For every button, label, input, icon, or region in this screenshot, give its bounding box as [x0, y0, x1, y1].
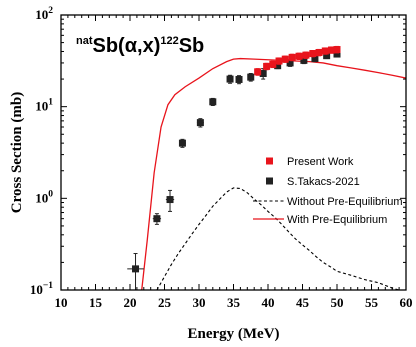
square-marker [153, 215, 161, 223]
data-point-present-work [254, 68, 262, 76]
data-point-takacs-2021 [226, 74, 234, 84]
square-marker [254, 68, 262, 76]
y-tick-label: 10−1 [30, 281, 53, 297]
x-tick-label: 40 [262, 295, 275, 310]
square-marker [226, 75, 234, 83]
square-marker [286, 59, 294, 67]
data-point-takacs-2021 [209, 97, 217, 106]
data-point-present-work [315, 48, 323, 57]
square-marker [315, 48, 323, 56]
square-marker [263, 62, 271, 70]
square-marker [235, 75, 243, 83]
legend-label: S.Takacs-2021 [287, 176, 360, 188]
square-marker [323, 52, 331, 60]
square-marker [178, 139, 186, 147]
legend-item: With Pre-Equilibrium [253, 214, 387, 226]
square-marker [281, 55, 289, 63]
legend-label: Without Pre-Equilibrium [287, 196, 403, 208]
legend-item: Present Work [266, 156, 354, 168]
square-marker [247, 73, 255, 81]
x-tick-label: 35 [227, 295, 241, 310]
axes-layer [60, 14, 407, 291]
square-marker [295, 52, 303, 60]
square-marker [132, 265, 140, 273]
data-point-takacs-2021 [247, 73, 255, 82]
square-marker [209, 98, 217, 106]
legend-marker [266, 157, 273, 165]
legend: Present Work S.Takacs-2021 Without Pre-Equ… [253, 156, 403, 226]
y-tick-label: 100 [35, 189, 53, 205]
x-tick-label: 45 [296, 295, 310, 310]
x-tick-label: 10 [55, 295, 68, 310]
y-tick-label: 102 [35, 6, 53, 22]
square-marker [274, 62, 282, 70]
data-point-takacs-2021 [178, 138, 186, 148]
data-point-takacs-2021 [152, 213, 162, 225]
x-axis-title: Energy (MeV) [187, 326, 279, 342]
reaction-title: natSb(α,x)122Sb [76, 35, 204, 57]
data-point-present-work [263, 62, 271, 71]
legend-label: Present Work [287, 156, 354, 168]
x-tick-label: 55 [365, 295, 379, 310]
data-point-takacs-2021 [165, 189, 175, 212]
square-marker [288, 53, 296, 61]
legend-label: With Pre-Equilibrium [287, 214, 387, 226]
data-point-present-work [327, 46, 335, 54]
square-marker [269, 60, 277, 68]
x-tick-label: 25 [158, 295, 172, 310]
x-tick-label: 60 [400, 295, 413, 310]
x-tick-label: 15 [89, 295, 103, 310]
square-marker [259, 70, 267, 78]
model-curves-layer [141, 57, 406, 290]
data-point-present-work [295, 52, 303, 60]
square-marker [309, 50, 317, 58]
square-marker [333, 50, 341, 58]
data-points-layer [127, 45, 341, 290]
data-point-present-work [288, 53, 296, 62]
square-marker [166, 196, 174, 204]
y-axis-title: Cross Section (mb) [9, 92, 25, 213]
data-point-present-work [302, 51, 310, 59]
square-marker [302, 51, 310, 59]
square-marker [300, 56, 308, 64]
labels-layer: 10 15 20 25 30 35 40 45 50 55 60 102 101 100 10−1 Energ… [9, 6, 413, 342]
x-tick-label: 20 [124, 295, 137, 310]
data-point-present-work [275, 57, 283, 65]
x-tick-label: 30 [193, 295, 206, 310]
x-tick-label: 50 [331, 295, 344, 310]
data-point-present-work [269, 60, 277, 69]
square-marker [333, 46, 341, 54]
data-point-present-work [333, 45, 341, 54]
data-point-present-work [309, 49, 317, 58]
square-marker [327, 46, 335, 54]
data-point-takacs-2021 [235, 75, 243, 85]
legend-marker [266, 177, 273, 185]
square-marker [196, 119, 204, 127]
data-point-takacs-2021 [196, 118, 204, 128]
series-line-with-pre-equilibrium [141, 57, 406, 290]
square-marker [321, 47, 329, 55]
y-tick-label: 101 [35, 98, 53, 114]
legend-item: S.Takacs-2021 [266, 176, 360, 188]
square-marker [275, 57, 283, 65]
series-line-without-pre-equilibrium [156, 187, 401, 290]
square-marker [311, 55, 319, 63]
data-point-present-work [321, 47, 329, 55]
data-point-present-work [281, 55, 289, 63]
legend-item: Without Pre-Equilibrium [253, 196, 403, 208]
data-point-takacs-2021 [127, 253, 144, 290]
